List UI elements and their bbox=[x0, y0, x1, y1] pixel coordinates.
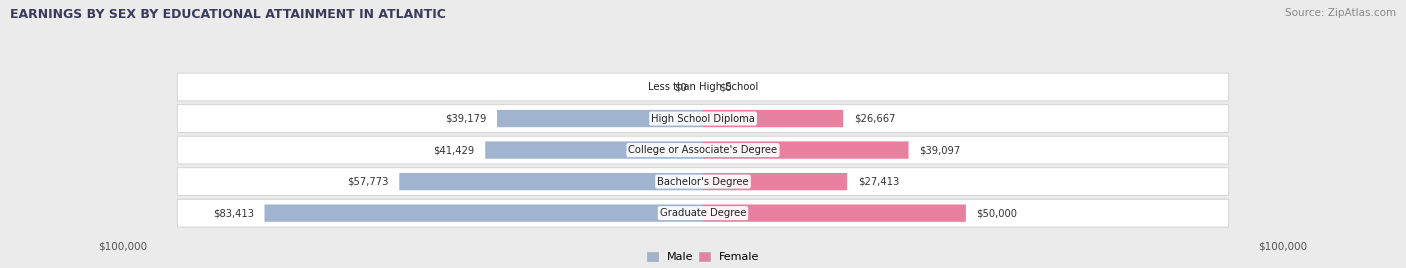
FancyBboxPatch shape bbox=[177, 168, 1229, 195]
FancyBboxPatch shape bbox=[485, 142, 703, 159]
FancyBboxPatch shape bbox=[177, 105, 1229, 132]
Text: $26,667: $26,667 bbox=[853, 114, 896, 124]
FancyBboxPatch shape bbox=[703, 204, 966, 222]
FancyBboxPatch shape bbox=[177, 136, 1229, 164]
Text: Bachelor's Degree: Bachelor's Degree bbox=[657, 177, 749, 187]
Text: $0: $0 bbox=[675, 82, 688, 92]
FancyBboxPatch shape bbox=[703, 142, 908, 159]
FancyBboxPatch shape bbox=[498, 110, 703, 127]
Text: $39,097: $39,097 bbox=[920, 145, 960, 155]
Text: $41,429: $41,429 bbox=[433, 145, 475, 155]
Text: Graduate Degree: Graduate Degree bbox=[659, 208, 747, 218]
Text: EARNINGS BY SEX BY EDUCATIONAL ATTAINMENT IN ATLANTIC: EARNINGS BY SEX BY EDUCATIONAL ATTAINMEN… bbox=[10, 8, 446, 21]
Legend: Male, Female: Male, Female bbox=[647, 252, 759, 262]
FancyBboxPatch shape bbox=[177, 199, 1229, 227]
Text: Less than High School: Less than High School bbox=[648, 82, 758, 92]
Text: College or Associate's Degree: College or Associate's Degree bbox=[628, 145, 778, 155]
FancyBboxPatch shape bbox=[703, 173, 848, 190]
Text: $27,413: $27,413 bbox=[858, 177, 898, 187]
FancyBboxPatch shape bbox=[177, 73, 1229, 101]
FancyBboxPatch shape bbox=[399, 173, 703, 190]
Text: Source: ZipAtlas.com: Source: ZipAtlas.com bbox=[1285, 8, 1396, 18]
Text: $39,179: $39,179 bbox=[446, 114, 486, 124]
Text: High School Diploma: High School Diploma bbox=[651, 114, 755, 124]
Text: $100,000: $100,000 bbox=[1258, 241, 1308, 251]
Text: $50,000: $50,000 bbox=[976, 208, 1018, 218]
FancyBboxPatch shape bbox=[264, 204, 703, 222]
Text: $100,000: $100,000 bbox=[98, 241, 148, 251]
Text: $0: $0 bbox=[718, 82, 731, 92]
Text: $83,413: $83,413 bbox=[212, 208, 254, 218]
Text: $57,773: $57,773 bbox=[347, 177, 389, 187]
FancyBboxPatch shape bbox=[703, 110, 844, 127]
